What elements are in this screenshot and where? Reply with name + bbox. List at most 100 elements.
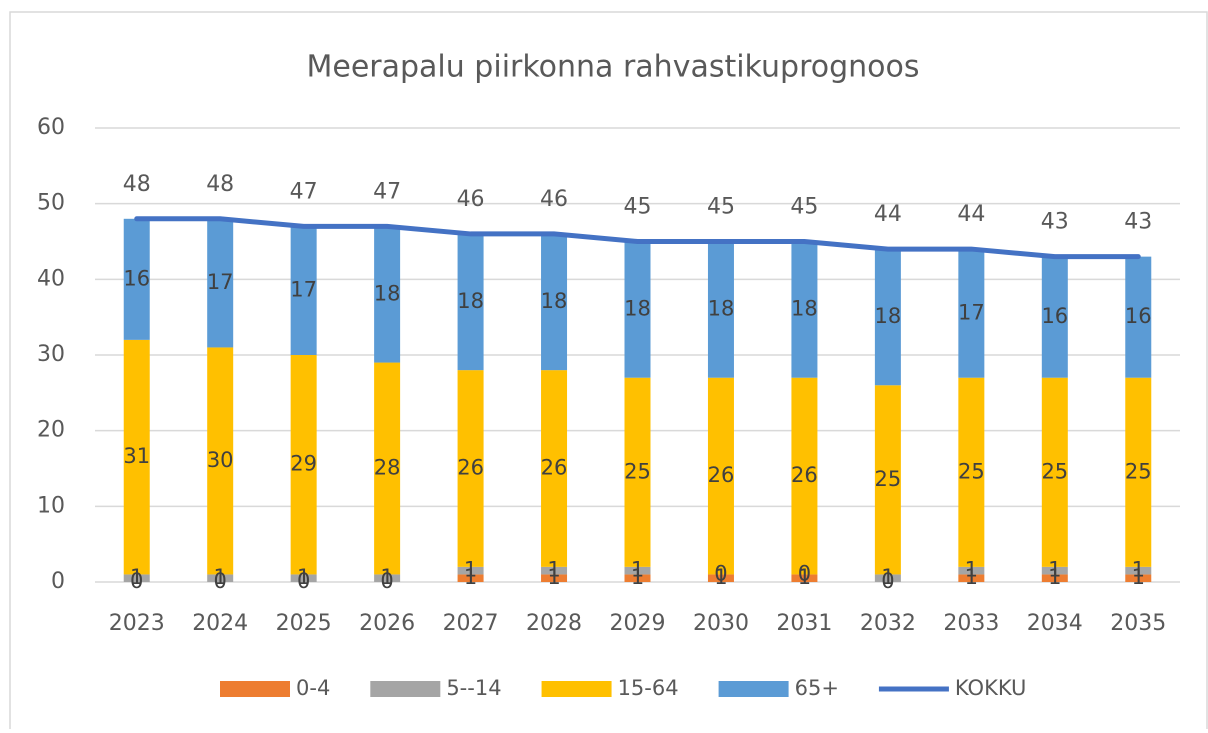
data-label: 0 [380,569,393,593]
data-label: 18 [541,289,568,313]
data-label: 1 [631,565,644,589]
bar-segment [874,385,901,575]
data-label: 29 [290,452,317,476]
bar-segment [624,566,651,575]
bar-segment [207,218,234,348]
bar-segment [374,362,401,575]
data-label: 0 [297,569,310,593]
legend-swatch [541,681,612,697]
bar-segment [123,339,150,575]
x-tick-label: 2027 [443,611,499,636]
data-label: 45 [624,195,652,220]
data-label: 48 [123,172,151,197]
data-label: 0 [130,569,143,593]
bar-segment [624,241,651,378]
x-tick-label: 2034 [1027,611,1083,636]
bar-segment [624,574,651,582]
data-label: 25 [1041,459,1068,483]
legend-swatch [220,681,290,697]
bar-segment [207,574,234,582]
legend-swatch [370,681,441,697]
legend-label: KOKKU [955,676,1027,700]
data-label: 1 [1132,565,1145,589]
data-label: 1 [965,558,978,582]
y-tick-label: 50 [37,191,65,216]
legend-label: 0-4 [296,676,330,700]
data-label: 17 [958,300,985,324]
data-label: 1 [547,558,560,582]
bar-segment [1125,377,1152,567]
data-label: 1 [798,565,811,589]
bar-segment [1041,574,1068,582]
data-label: 30 [207,448,234,472]
data-label: 1 [1132,558,1145,582]
data-label: 1 [130,565,143,589]
bar-segment [290,355,317,575]
data-label: 44 [874,202,902,227]
x-tick-label: 2030 [693,611,749,636]
bar-segment [1125,574,1152,582]
x-tick-label: 2028 [526,611,582,636]
bar-segment [958,574,985,582]
data-label: 26 [457,456,484,480]
data-label: 18 [374,281,401,305]
bar-segment [457,566,484,575]
legend-swatch [718,681,789,697]
data-label: 1 [631,558,644,582]
data-label: 1 [1048,565,1061,589]
data-label: 31 [123,444,150,468]
legend-label: 15-64 [618,676,679,700]
bar-segment [290,226,317,355]
data-label: 47 [290,179,318,204]
data-label: 48 [206,172,234,197]
bar-segment [707,241,734,378]
data-label: 17 [290,278,317,302]
x-tick-label: 2024 [192,611,248,636]
bar-segment [1125,566,1152,575]
bar-segment [624,377,651,567]
data-label: 46 [457,187,485,212]
bar-segment [541,566,568,575]
data-label: 16 [123,266,150,290]
data-label: 18 [624,297,651,321]
x-tick-label: 2025 [276,611,332,636]
data-label: 0 [881,569,894,593]
y-tick-label: 40 [37,266,65,291]
data-label: 1 [464,565,477,589]
x-tick-label: 2031 [776,611,832,636]
bar-segment [290,574,317,582]
bar-segment [374,226,401,363]
y-tick-label: 0 [51,569,65,594]
data-label: 0 [798,561,811,585]
data-label: 25 [624,459,651,483]
bar-segment [791,574,818,582]
bar-segment [457,574,484,582]
data-label: 26 [541,456,568,480]
bar-segment [874,249,901,386]
bar-segment [1041,256,1068,378]
data-label: 25 [875,467,902,491]
data-label: 18 [708,297,735,321]
data-label: 25 [958,459,985,483]
bar-segment [958,249,985,378]
bar-segment [791,241,818,378]
bar-segment [374,574,401,582]
x-tick-label: 2023 [109,611,165,636]
bar-segment [123,218,150,340]
data-label: 1 [965,565,978,589]
data-label: 46 [540,187,568,212]
bar-segment [791,377,818,575]
bar-segment [541,574,568,582]
bar-segment [457,370,484,567]
data-label: 1 [380,565,393,589]
y-tick-label: 20 [37,418,65,443]
x-tick-label: 2035 [1110,611,1166,636]
y-tick-label: 10 [37,493,65,518]
data-label: 18 [875,304,902,328]
y-tick-label: 30 [37,342,65,367]
y-tick-label: 60 [37,115,65,140]
x-tick-label: 2033 [943,611,999,636]
bar-segment [958,377,985,567]
data-label: 18 [457,289,484,313]
x-tick-label: 2026 [359,611,415,636]
